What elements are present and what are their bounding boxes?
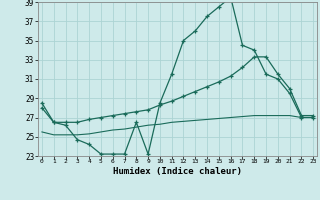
X-axis label: Humidex (Indice chaleur): Humidex (Indice chaleur) [113,167,242,176]
